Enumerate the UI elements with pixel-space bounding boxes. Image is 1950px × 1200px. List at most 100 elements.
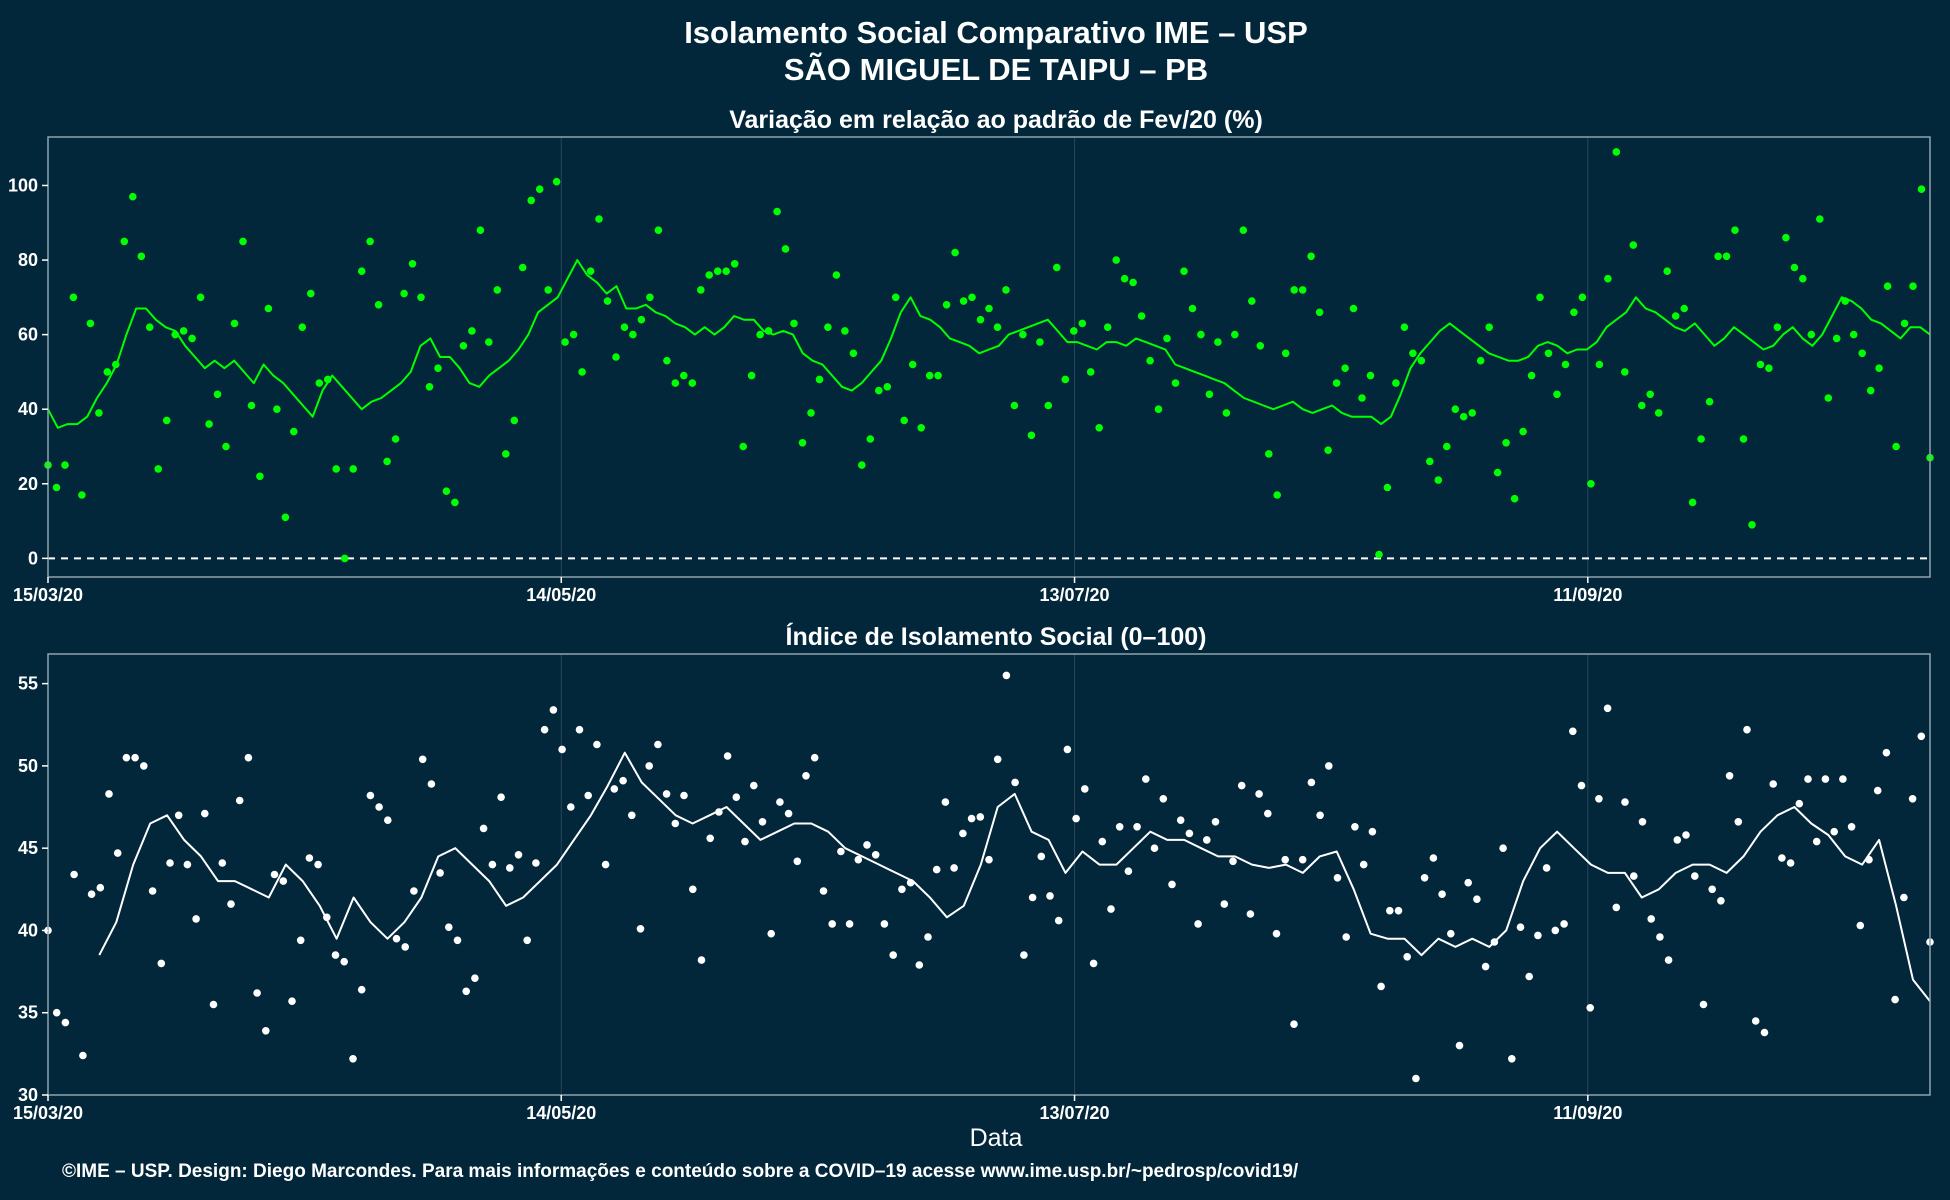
data-point <box>730 260 739 268</box>
data-point <box>1786 859 1795 867</box>
data-point <box>174 811 183 820</box>
y-tick-label: 60 <box>18 325 38 345</box>
data-point <box>1858 349 1866 358</box>
data-point <box>1900 319 1909 328</box>
data-point <box>646 293 654 302</box>
data-point <box>1699 1000 1708 1009</box>
data-point <box>1185 829 1194 838</box>
data-point <box>1673 836 1682 844</box>
data-point <box>1168 880 1176 889</box>
data-point <box>366 237 374 246</box>
data-point <box>514 851 523 859</box>
data-point <box>900 416 908 425</box>
data-point <box>78 491 86 499</box>
data-point <box>1705 397 1714 406</box>
data-point <box>1714 252 1722 261</box>
data-point <box>1256 342 1265 350</box>
data-point <box>349 1055 357 1063</box>
data-point <box>1063 745 1072 754</box>
data-point <box>1377 982 1385 991</box>
data-point <box>841 327 849 335</box>
data-point <box>750 781 758 790</box>
data-point <box>1409 349 1417 358</box>
data-point <box>1621 798 1629 806</box>
data-point <box>1630 872 1638 880</box>
data-point <box>1824 394 1833 402</box>
data-point <box>544 286 552 294</box>
data-point <box>1002 671 1011 680</box>
panel-1-grid <box>560 137 1589 577</box>
data-point <box>1621 368 1629 376</box>
data-point <box>739 442 747 451</box>
data-point <box>1070 327 1078 335</box>
data-point <box>1873 786 1882 795</box>
data-point <box>154 465 162 473</box>
data-point <box>1086 368 1095 376</box>
data-point <box>1095 424 1103 432</box>
data-point <box>427 780 436 788</box>
data-point <box>968 293 976 302</box>
data-point <box>1586 1004 1594 1012</box>
data-point <box>705 271 713 279</box>
data-point <box>810 753 819 762</box>
panel-1-x-ticks: 15/03/20 14/05/20 13/07/20 11/09/20 <box>13 577 1622 605</box>
data-point <box>637 315 646 324</box>
data-point <box>488 860 497 869</box>
data-point <box>1403 953 1411 961</box>
data-point <box>722 267 730 276</box>
data-point <box>1019 330 1027 339</box>
data-point <box>1265 450 1273 458</box>
data-point <box>1115 823 1124 831</box>
data-point <box>584 791 592 800</box>
data-point <box>1908 795 1917 803</box>
data-point <box>196 293 205 302</box>
data-point <box>1222 409 1231 417</box>
data-point <box>575 725 584 734</box>
data-point <box>866 435 875 443</box>
data-point <box>188 334 196 343</box>
data-point <box>1392 379 1400 387</box>
data-point <box>1490 938 1499 946</box>
data-point <box>162 416 171 425</box>
data-point <box>1220 900 1229 908</box>
data-point <box>689 885 697 894</box>
data-point <box>1865 855 1873 864</box>
data-point <box>815 375 824 384</box>
data-point <box>1561 360 1570 369</box>
data-point <box>410 887 418 895</box>
data-point <box>1485 323 1493 332</box>
data-point <box>628 811 636 820</box>
data-point <box>1171 379 1180 387</box>
data-point <box>400 289 408 298</box>
data-point <box>1830 827 1838 836</box>
data-point <box>96 883 105 892</box>
data-point <box>357 267 366 276</box>
data-point <box>671 379 680 387</box>
data-point <box>1197 330 1205 339</box>
data-point <box>1629 241 1638 249</box>
x-tick-label: 14/05/20 <box>526 1103 596 1123</box>
data-point <box>179 327 188 335</box>
data-point <box>247 401 256 410</box>
data-point <box>586 267 595 276</box>
data-point <box>166 859 174 867</box>
data-point <box>1307 252 1315 261</box>
data-point <box>157 959 166 968</box>
y-tick-label: 20 <box>18 474 38 494</box>
data-point <box>1769 780 1777 788</box>
data-point <box>1290 286 1298 294</box>
data-point <box>1044 401 1053 410</box>
data-point <box>1349 304 1358 313</box>
y-tick-label: 55 <box>18 674 38 694</box>
data-point <box>1146 356 1154 365</box>
y-tick-label: 40 <box>18 920 38 940</box>
data-point <box>993 755 1002 764</box>
data-point <box>1756 360 1765 369</box>
data-point <box>764 327 773 335</box>
data-point <box>697 956 706 964</box>
data-point <box>471 974 479 982</box>
data-point <box>485 338 493 346</box>
data-point <box>1708 885 1716 894</box>
data-point <box>307 289 315 298</box>
data-point <box>993 323 1002 332</box>
